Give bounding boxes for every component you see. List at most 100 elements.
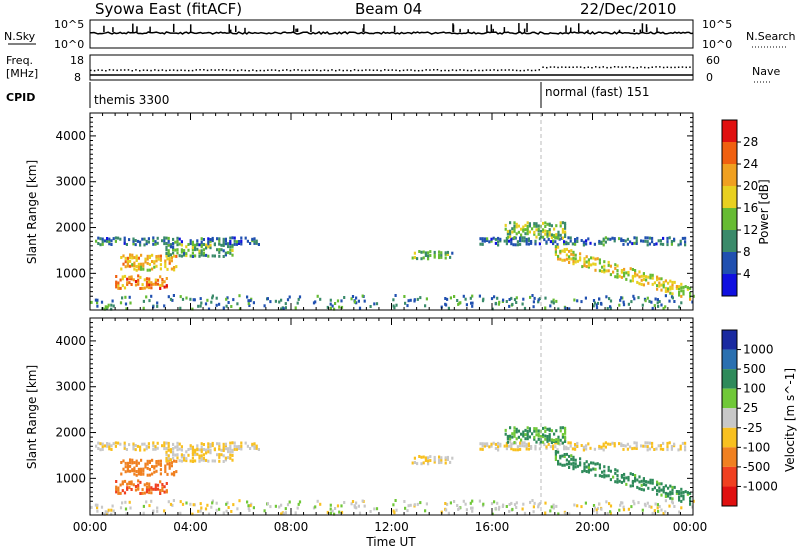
- power-echo-cell: [427, 257, 430, 261]
- power-echo-cell: [587, 261, 590, 264]
- power-echo-cell: [604, 240, 607, 244]
- velocity-echo-cell: [630, 505, 633, 509]
- velocity-echo-cell: [680, 499, 683, 503]
- power-echo-cell: [200, 243, 203, 247]
- power-echo-cell: [165, 277, 168, 280]
- velocity-echo-cell: [257, 448, 260, 451]
- velocity-echo-cell: [561, 454, 564, 458]
- velocity-echo-cell: [189, 459, 192, 463]
- power-echo-cell: [189, 242, 192, 246]
- power-echo-cell: [609, 305, 612, 309]
- velocity-echo-cell: [134, 448, 137, 452]
- power-echo-cell: [555, 234, 558, 238]
- power-echo-cell: [185, 296, 188, 300]
- power-echo-cell: [557, 245, 560, 249]
- velocity-echo-cell: [336, 504, 340, 508]
- power-echo-cell: [114, 236, 117, 240]
- power-echo-cell: [235, 242, 238, 246]
- power-echo-cell: [211, 294, 214, 298]
- power-echo-cell: [486, 239, 489, 242]
- velocity-echo-cell: [165, 447, 168, 450]
- power-echo-cell: [567, 236, 570, 240]
- power-echo-cell: [546, 232, 549, 236]
- velocity-echo-cell: [189, 444, 192, 448]
- velocity-echo-cell: [680, 491, 683, 495]
- power-echo-cell: [255, 241, 258, 245]
- power-echo-cell: [635, 239, 638, 243]
- power-echo-cell: [576, 259, 579, 263]
- velocity-echo-cell: [642, 444, 645, 448]
- velocity-echo-cell: [355, 501, 358, 505]
- velocity-echo-cell: [546, 435, 549, 438]
- velocity-echo-cell: [646, 441, 649, 445]
- power-echo-cell: [294, 306, 297, 310]
- velocity-echo-cell: [482, 502, 485, 506]
- power-echo-cell: [124, 260, 127, 264]
- velocity-echo-cell: [163, 485, 166, 489]
- velocity-echo-cell: [629, 445, 632, 449]
- power-echo-cell: [537, 229, 540, 233]
- velocity-echo-cell: [579, 463, 582, 467]
- velocity-echo-cell: [636, 478, 639, 482]
- velocity-echo-cell: [550, 429, 553, 433]
- velocity-echo-cell: [145, 500, 148, 504]
- velocity-echo-cell: [667, 494, 670, 498]
- power-echo-cell: [144, 260, 147, 264]
- power-echo-cell: [609, 273, 612, 277]
- power-echo-cell: [131, 263, 134, 267]
- velocity-echo-cell: [126, 469, 129, 473]
- velocity-echo-cell: [191, 456, 194, 460]
- power-echo-cell: [131, 253, 134, 257]
- velocity-echo-cell: [631, 479, 634, 483]
- power-colorbar-tick: 24: [743, 157, 758, 171]
- velocity-echo-cell: [191, 453, 194, 457]
- power-echo-cell: [537, 224, 540, 228]
- velocity-echo-cell: [523, 511, 527, 515]
- velocity-echo-cell: [537, 437, 540, 441]
- velocity-echo-cell: [530, 445, 533, 448]
- power-echo-cell: [181, 297, 185, 301]
- power-echo-cell: [632, 294, 635, 298]
- velocity-echo-cell: [146, 466, 149, 470]
- velocity-echo-cell: [202, 448, 205, 451]
- power-echo-cell: [211, 254, 214, 258]
- velocity-echo-cell: [115, 485, 118, 489]
- velocity-echo-cell: [316, 499, 319, 503]
- power-echo-cell: [133, 267, 136, 271]
- power-echo-cell: [159, 257, 162, 261]
- power-echo-cell: [537, 227, 540, 231]
- power-echo-cell: [614, 266, 617, 270]
- velocity-echo-cell: [491, 512, 494, 516]
- velocity-echo-cell: [524, 433, 527, 437]
- power-echo-cell: [139, 240, 142, 244]
- power-echo-cell: [539, 235, 542, 239]
- velocity-echo-cell: [554, 450, 557, 453]
- power-echo-cell: [564, 230, 567, 234]
- velocity-echo-cell: [532, 505, 535, 509]
- velocity-echo-cell: [120, 472, 123, 476]
- power-echo-cell: [156, 241, 159, 245]
- power-echo-cell: [137, 281, 140, 285]
- power-echo-cell: [535, 235, 538, 239]
- power-echo-cell: [206, 298, 209, 302]
- power-echo-cell: [248, 304, 251, 307]
- power-echo-cell: [110, 239, 113, 243]
- power-echo-cell: [229, 240, 232, 243]
- velocity-echo-cell: [166, 462, 169, 466]
- power-echo-cell: [587, 263, 590, 267]
- velocity-echo-cell: [200, 458, 203, 462]
- power-echo-cell: [224, 237, 227, 241]
- velocity-echo-cell: [123, 444, 126, 448]
- velocity-echo-cell: [651, 481, 654, 485]
- power-echo-cell: [215, 303, 218, 307]
- power-echo-cell: [530, 241, 533, 245]
- power-echo-cell: [598, 258, 601, 262]
- power-echo-cell: [438, 253, 441, 257]
- power-echo-cell: [232, 298, 235, 302]
- power-echo-cell: [194, 248, 197, 252]
- velocity-echo-cell: [224, 442, 227, 446]
- power-echo-cell: [143, 243, 146, 247]
- power-echo-cell: [494, 237, 497, 241]
- velocity-echo-cell: [544, 434, 547, 438]
